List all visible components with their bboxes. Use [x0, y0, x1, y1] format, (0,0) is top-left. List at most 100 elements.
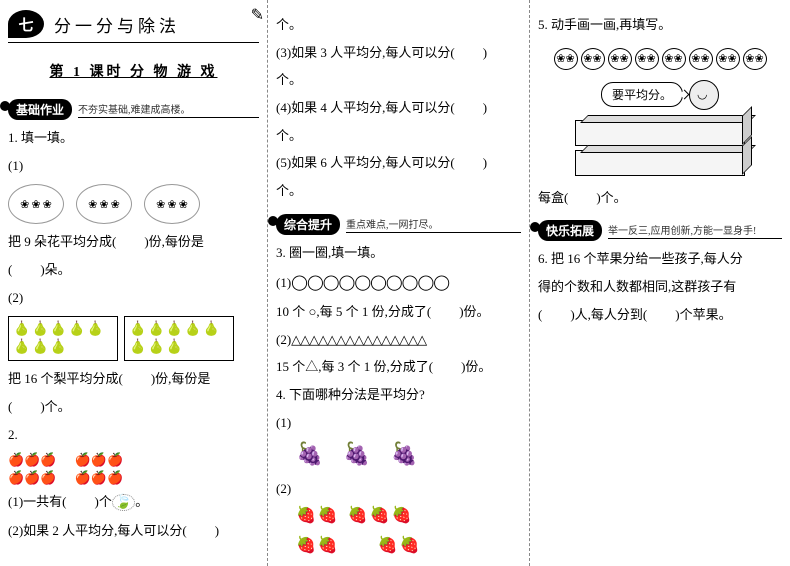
- unit-header: 七 分一分与除法 ✎: [8, 10, 259, 43]
- column-3: 5. 动手画一画,再填写。 ❀❀ ❀❀ ❀❀ ❀❀ ❀❀ ❀❀ ❀❀ ❀❀ 要平…: [530, 0, 790, 566]
- q2-l8: (5)如果 6 人平均分,每人可以分(): [276, 151, 521, 176]
- flower-group-1: ❀❀❀: [8, 184, 64, 224]
- q4-title: 4. 下面哪种分法是平均分?: [276, 383, 521, 408]
- q3-s1: (1)◯◯◯◯◯◯◯◯◯◯: [276, 269, 521, 298]
- section-sub-ext: 举一反三,应用创新,方能一显身手!: [608, 222, 782, 239]
- section-badge-basic: 基础作业: [8, 99, 72, 120]
- t: (1): [276, 275, 291, 290]
- q3-s2: (2)△△△△△△△△△△△△△△△: [276, 328, 521, 353]
- q2-l3: 个。: [276, 13, 521, 38]
- triangles: △△△△△△△△△△△△△△△: [291, 332, 426, 347]
- circles: ◯◯◯◯◯◯◯◯◯◯: [291, 275, 449, 291]
- t: (2): [276, 332, 291, 347]
- bubble: ❀❀: [716, 48, 740, 70]
- bubble: ❀❀: [662, 48, 686, 70]
- t: 把 16 个梨平均分成(: [8, 371, 123, 386]
- bubble: ❀❀: [689, 48, 713, 70]
- t: ): [483, 45, 487, 60]
- q2-l7: 个。: [276, 124, 521, 149]
- t: )个苹果。: [675, 307, 731, 322]
- column-1: 七 分一分与除法 ✎ 第 1 课时 分 物 游 戏 基础作业 不夯实基础,难建成…: [0, 0, 268, 566]
- bubble: ❀❀: [743, 48, 767, 70]
- q6-l2: 得的个数和人数都相同,这群孩子有: [538, 275, 782, 300]
- t: (2)如果 2 人平均分,每人可以分(: [8, 523, 187, 538]
- speech-bubble: 要平均分。: [601, 82, 683, 107]
- t: )份,每份是: [151, 371, 211, 386]
- unit-title: 分一分与除法: [54, 12, 180, 37]
- leaf-icon: 🍃: [112, 494, 135, 511]
- q2-l6: (4)如果 4 人平均分,每人可以分(): [276, 96, 521, 121]
- q1-text2c: ( )个。: [8, 395, 259, 420]
- t: )人,每人分到(: [570, 307, 647, 322]
- flower-groups: ❀❀❀ ❀❀❀ ❀❀❀: [8, 184, 259, 224]
- t: 。: [135, 494, 148, 509]
- section-sub-basic: 不夯实基础,难建成高楼。: [78, 101, 259, 118]
- t: 10 个 ○,每 5 个 1 份,分成了(: [276, 304, 431, 319]
- q1-sub1: (1): [8, 154, 259, 179]
- q5-title: 5. 动手画一画,再填写。: [538, 13, 782, 38]
- grape-icon: 🍇: [391, 441, 418, 467]
- section-comp: 综合提升 重点难点,一网打尽。: [276, 214, 521, 235]
- apple-grid: 🍎🍎🍎🍎🍎🍎 🍎🍎🍎🍎🍎🍎: [8, 452, 259, 486]
- bubble: ❀❀: [581, 48, 605, 70]
- t: )份,每份是: [144, 234, 204, 249]
- q1-text1c: ()朵。: [8, 258, 259, 283]
- t: 每盒(: [538, 190, 568, 205]
- unit-badge: 七: [8, 10, 44, 38]
- q2-l9: 个。: [276, 179, 521, 204]
- q4-s1: (1): [276, 411, 521, 436]
- grape-clusters: 🍇 🍇 🍇: [276, 441, 521, 467]
- flower-group-3: ❀❀❀: [144, 184, 200, 224]
- bubble: ❀❀: [554, 48, 578, 70]
- q6-l1: 6. 把 16 个苹果分给一些孩子,每人分: [538, 247, 782, 272]
- t: )个: [95, 494, 112, 509]
- q2-l5: 个。: [276, 68, 521, 93]
- q5-boxlabel: 每盒( )个。: [538, 186, 782, 211]
- t: )个。: [40, 399, 70, 414]
- section-badge-ext: 快乐拓展: [538, 220, 602, 241]
- speech-area: 要平均分。: [538, 80, 782, 110]
- t: (3)如果 3 人平均分,每人可以分(: [276, 45, 455, 60]
- t: (5)如果 6 人平均分,每人可以分(: [276, 155, 455, 170]
- q1-sub2: (2): [8, 286, 259, 311]
- t: ): [483, 155, 487, 170]
- q2-l1: (1)一共有( )个🍃。: [8, 490, 259, 517]
- bubble: ❀❀: [608, 48, 632, 70]
- t: (: [8, 399, 12, 414]
- grape-icon: 🍇: [296, 441, 323, 467]
- lesson-title: 第 1 课时 分 物 游 戏: [8, 61, 259, 81]
- pear-box-1: 🍐🍐🍐🍐🍐🍐🍐🍐: [8, 316, 118, 361]
- q6-l3: ()人,每人分到()个苹果。: [538, 303, 782, 328]
- q3-title: 3. 圈一圈,填一填。: [276, 241, 521, 266]
- t: (1)一共有(: [8, 494, 67, 509]
- t: ): [483, 100, 487, 115]
- grape-icon: 🍇: [343, 441, 370, 467]
- t: (: [8, 262, 12, 277]
- q2-l4: (3)如果 3 人平均分,每人可以分(): [276, 41, 521, 66]
- q2-title: 2.: [8, 423, 259, 448]
- q2-l2: (2)如果 2 人平均分,每人可以分(): [8, 519, 259, 544]
- bubble: ❀❀: [635, 48, 659, 70]
- q1-title: 1. 填一填。: [8, 126, 259, 151]
- column-2: 个。 (3)如果 3 人平均分,每人可以分() 个。 (4)如果 4 人平均分,…: [268, 0, 530, 566]
- t: )个。: [596, 190, 626, 205]
- t: ): [215, 523, 219, 538]
- section-ext: 快乐拓展 举一反三,应用创新,方能一显身手!: [538, 220, 782, 241]
- t: (4)如果 4 人平均分,每人可以分(: [276, 100, 455, 115]
- box-1: [575, 120, 745, 146]
- t: 15 个△,每 3 个 1 份,分成了(: [276, 359, 433, 374]
- box-2: [575, 150, 745, 176]
- face-icon: [689, 80, 719, 110]
- flower-group-2: ❀❀❀: [76, 184, 132, 224]
- q1-text1: 把 9 朵花平均分成( )份,每份是: [8, 230, 259, 255]
- q3-s2a: 15 个△,每 3 个 1 份,分成了()份。: [276, 355, 521, 380]
- section-basic: 基础作业 不夯实基础,难建成高楼。: [8, 99, 259, 120]
- t: 把 9 朵花平均分成(: [8, 234, 116, 249]
- q3-s1a: 10 个 ○,每 5 个 1 份,分成了()份。: [276, 300, 521, 325]
- strawberry-groups: 🍓🍓 🍓🍓🍓 🍓🍓 🍓🍓: [276, 505, 436, 555]
- boxes-3d: [575, 120, 745, 176]
- section-sub-comp: 重点难点,一网打尽。: [346, 216, 521, 233]
- pear-box-2: 🍐🍐🍐🍐🍐🍐🍐🍐: [124, 316, 234, 361]
- pencil-icon: ✎: [251, 5, 264, 25]
- bubble-row: ❀❀ ❀❀ ❀❀ ❀❀ ❀❀ ❀❀ ❀❀ ❀❀: [538, 48, 782, 70]
